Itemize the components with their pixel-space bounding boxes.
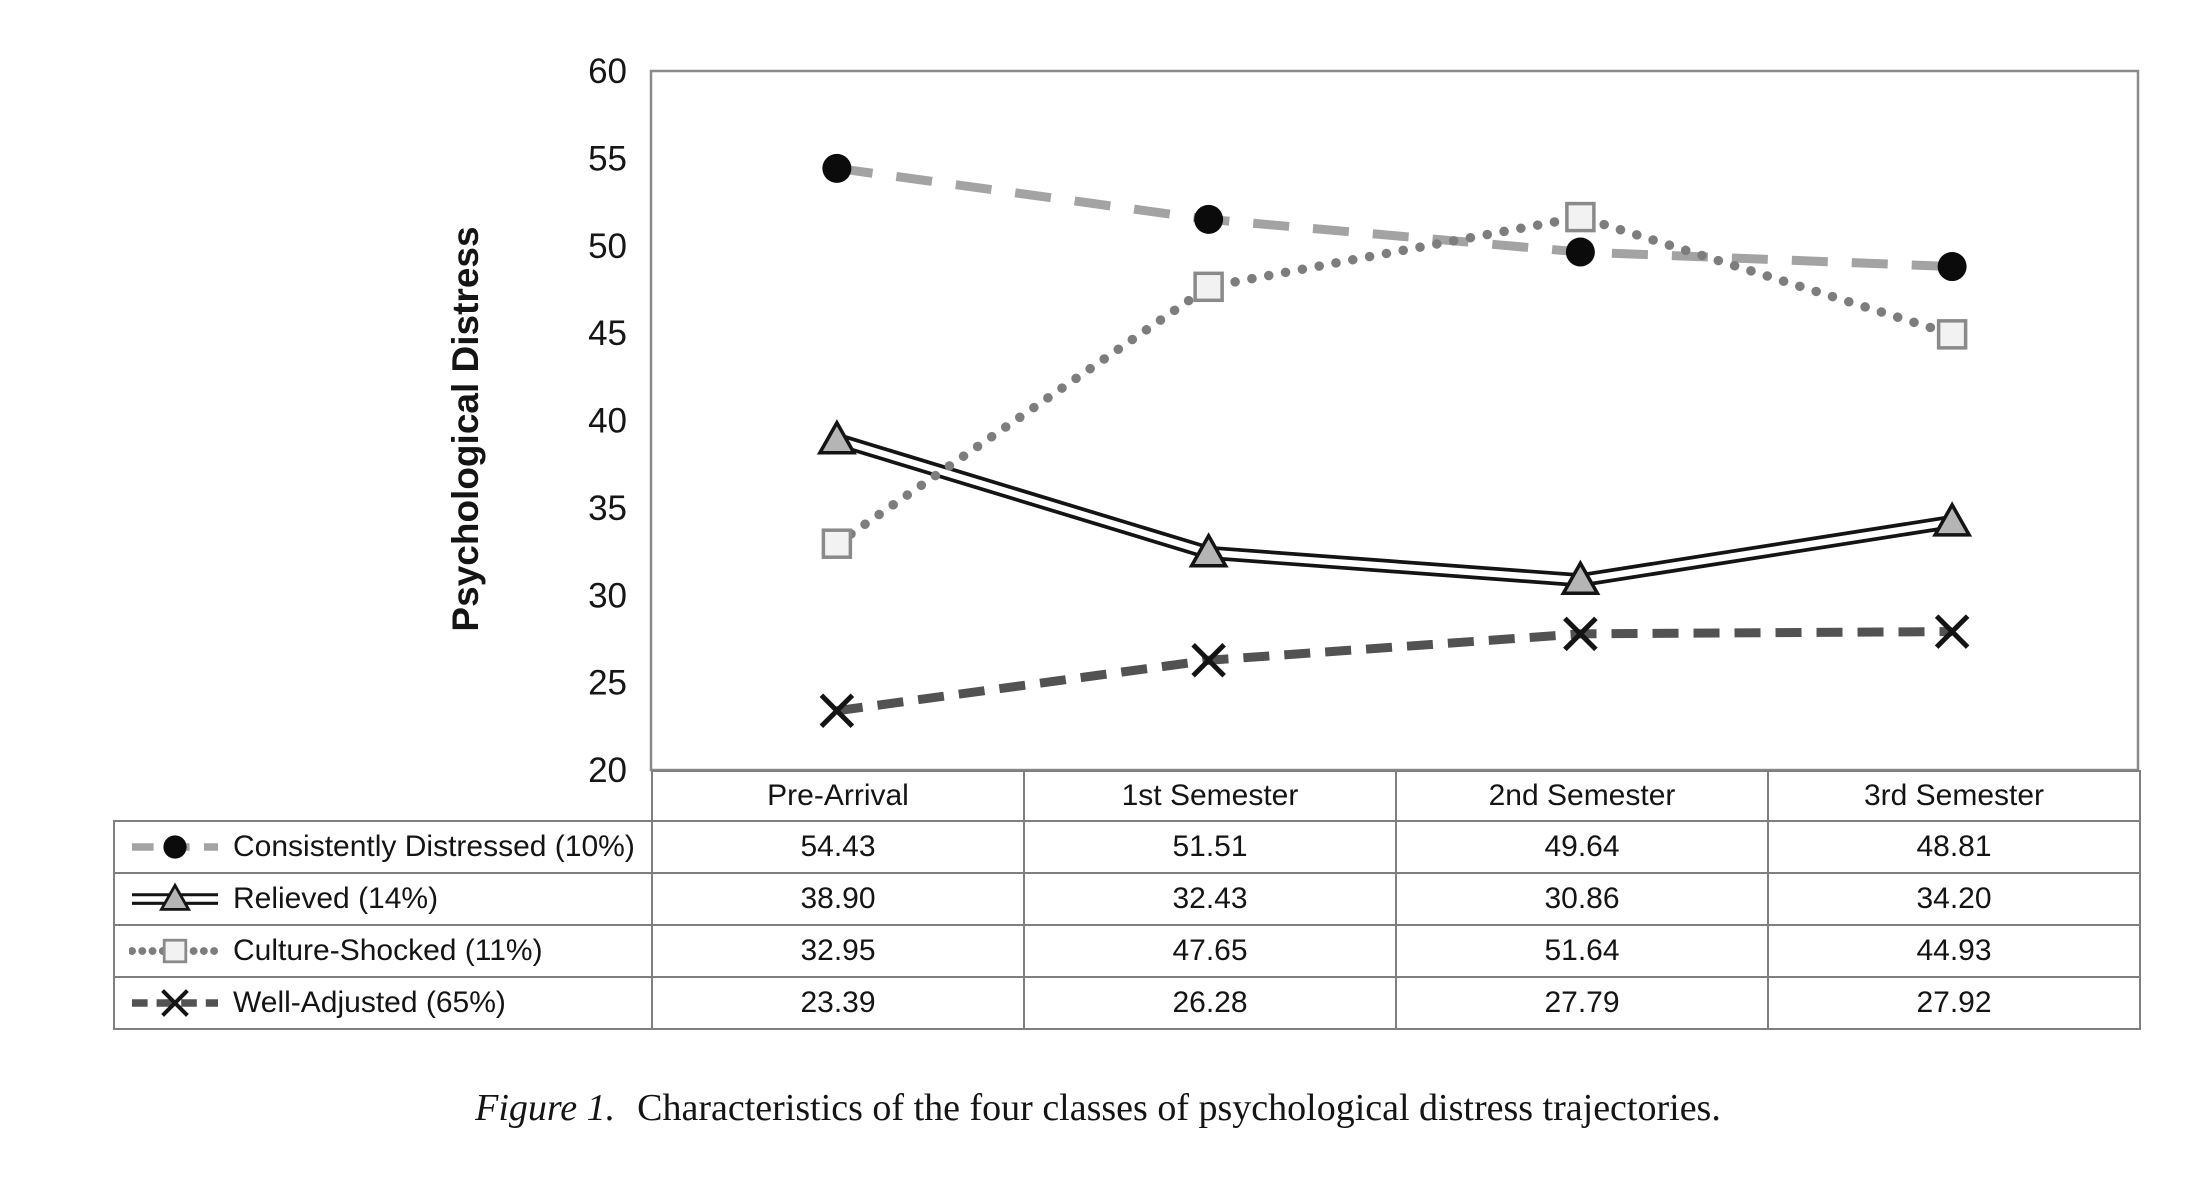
series-2-marker-square-open (821, 528, 853, 559)
legend-label-relieved: Relieved (14%) (233, 882, 439, 915)
data-table: Pre-Arrival 1st Semester 2nd Semester 3r… (113, 770, 2141, 1030)
series-1-marker-triangle-filled (816, 419, 857, 455)
series-1-marker-triangle-filled (158, 882, 192, 911)
legend-culture-shocked-line-icon (129, 929, 221, 973)
series-1-line-core (835, 436, 1953, 584)
table-cell: 51.64 (1395, 924, 1769, 978)
column-header-1st-semester: 1st Semester (1023, 770, 1397, 822)
legend-cell-well-adjusted: Well-Adjusted (65%) (113, 976, 653, 1030)
table-cell: 23.39 (651, 976, 1025, 1030)
y-axis-tick-label: 25 (588, 664, 627, 703)
table-cell: 51.51 (1023, 820, 1397, 874)
legend-consistently-distressed-line-icon (129, 825, 221, 869)
legend-label-consistently-distressed: Consistently Distressed (10%) (233, 830, 635, 863)
y-axis-tick-label: 50 (588, 227, 627, 266)
series-3-marker-x (161, 989, 189, 1017)
series-2-marker-square-open (1936, 319, 1968, 350)
legend-line-sample (129, 938, 221, 964)
series-1-marker-triangle-filled (1560, 559, 1601, 595)
figure-caption: Figure 1. Characteristics of the four cla… (0, 1086, 2196, 1130)
table-corner-spacer (114, 771, 652, 821)
series-2-line (832, 212, 1957, 549)
legend-label-culture-shocked: Culture-Shocked (11%) (233, 934, 543, 967)
y-axis-tick-label: 45 (588, 314, 627, 353)
table-cell: 32.95 (651, 924, 1025, 978)
y-axis-tick-label: 60 (588, 52, 627, 91)
y-axis-tick-label: 40 (588, 402, 627, 441)
column-header-pre-arrival: Pre-Arrival (651, 770, 1025, 822)
series-2-marker-square-open (162, 938, 188, 964)
column-header-2nd-semester: 2nd Semester (1395, 770, 1769, 822)
table-cell: 27.92 (1767, 976, 2141, 1030)
legend-relieved-line-icon (129, 877, 221, 921)
series-0-marker-circle-filled (1937, 252, 1967, 282)
series-1-marker-triangle-filled (1188, 532, 1229, 568)
series-3-marker-x (1934, 614, 1970, 649)
series-1-line (834, 433, 1954, 588)
table-cell: 54.43 (651, 820, 1025, 874)
table-cell: 27.79 (1395, 976, 1769, 1030)
y-axis-label: Psychological Distress (445, 226, 486, 632)
y-axis-tick-label: 35 (588, 489, 627, 528)
legend-cell-consistently-distressed: Consistently Distressed (10%) (113, 820, 653, 874)
series-0-marker-circle-filled (163, 835, 187, 859)
figure-caption-label: Figure 1. (475, 1087, 616, 1129)
plot-border (649, 69, 2140, 772)
series-3-marker-x (1563, 616, 1598, 652)
table-cell: 48.81 (1767, 820, 2141, 874)
table-cell: 38.90 (651, 872, 1025, 926)
table-cell: 30.86 (1395, 872, 1769, 926)
table-cell: 49.64 (1395, 820, 1769, 874)
table-cell: 47.65 (1023, 924, 1397, 978)
series-3-line (836, 627, 1953, 716)
legend-line-sample (132, 882, 218, 911)
series-3-marker-x (1191, 642, 1226, 678)
table-cell: 32.43 (1023, 872, 1397, 926)
table-header-row: Pre-Arrival 1st Semester 2nd Semester 3r… (114, 770, 2141, 822)
legend-well-adjusted-line-icon (129, 981, 221, 1025)
legend-label-well-adjusted: Well-Adjusted (65%) (233, 986, 506, 1019)
table-cell: 26.28 (1023, 976, 1397, 1030)
legend-line-sample (132, 835, 218, 859)
series-1-marker-triangle-filled (1932, 501, 1973, 537)
series-0-marker-circle-filled (1565, 237, 1595, 267)
y-axis-tick-label: 20 (588, 751, 627, 790)
table-cell: 34.20 (1767, 872, 2141, 926)
series-0-marker-circle-filled (822, 153, 852, 183)
y-axis-tick-label: 30 (588, 576, 627, 615)
legend-cell-culture-shocked: Culture-Shocked (11%) (113, 924, 653, 978)
series-3-marker-x (819, 693, 855, 729)
series-0-line (836, 163, 1953, 272)
table-cell: 44.93 (1767, 924, 2141, 978)
table-row-relieved: Relieved (14%) 38.90 32.43 30.86 34.20 (113, 872, 2141, 926)
y-axis-tick-label: 55 (588, 139, 627, 178)
series-0-marker-circle-filled (1194, 204, 1224, 234)
series-2-marker-square-open (1565, 201, 1596, 233)
figure-caption-text: Characteristics of the four classes of p… (637, 1087, 1721, 1129)
table-row-well-adjusted: Well-Adjusted (65%) 23.39 26.28 27.79 27… (113, 976, 2141, 1030)
series-2-marker-square-open (1193, 271, 1224, 303)
legend-cell-relieved: Relieved (14%) (113, 872, 653, 926)
legend-line-sample (132, 989, 218, 1017)
table-row-culture-shocked: Culture-Shocked (11%) 32.95 47.65 51.64 … (113, 924, 2141, 978)
table-row-consistently-distressed: Consistently Distressed (10%) 54.43 51.5… (113, 820, 2141, 874)
column-header-3rd-semester: 3rd Semester (1767, 770, 2141, 822)
